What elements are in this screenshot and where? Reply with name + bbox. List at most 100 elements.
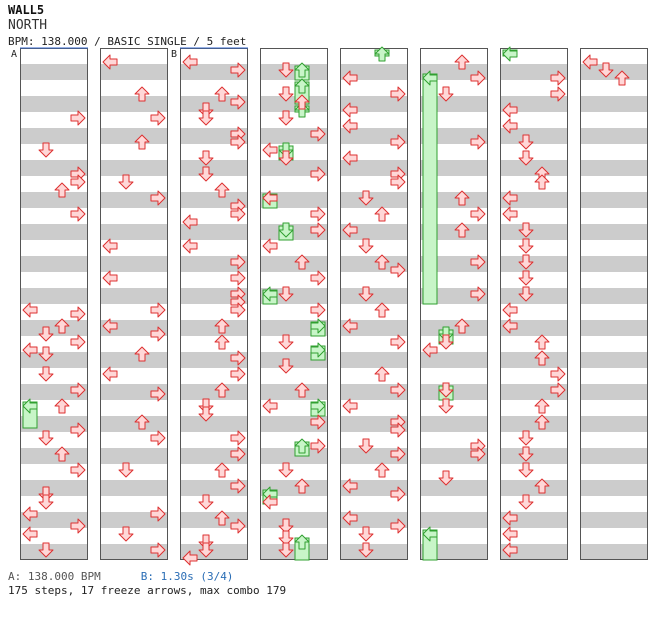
step-arrow-up	[534, 398, 550, 414]
step-arrow-right	[390, 134, 406, 150]
step-arrow-right	[550, 70, 566, 86]
step-arrow-up	[54, 398, 70, 414]
step-arrow-left	[342, 118, 358, 134]
step-arrow-up	[294, 382, 310, 398]
beat-stripe	[580, 320, 648, 336]
step-arrow-right	[550, 366, 566, 382]
step-arrow-left	[342, 70, 358, 86]
step-arrow-right	[230, 270, 246, 286]
beat-stripe	[260, 256, 328, 272]
step-arrow-down	[438, 86, 454, 102]
step-arrow-left	[262, 494, 278, 510]
marker-b-label: B	[171, 49, 177, 60]
step-arrow-down	[278, 334, 294, 350]
step-arrow-right	[150, 506, 166, 522]
step-arrow-up	[134, 414, 150, 430]
step-arrow-down	[278, 462, 294, 478]
chart-column	[580, 48, 648, 560]
step-arrow-up	[534, 174, 550, 190]
freeze-arrow-head	[294, 78, 310, 94]
step-arrow-down	[438, 334, 454, 350]
beat-stripe	[180, 416, 248, 432]
step-arrow-down	[278, 86, 294, 102]
step-arrow-up	[374, 462, 390, 478]
step-arrow-down	[518, 238, 534, 254]
step-arrow-right	[230, 302, 246, 318]
step-arrow-right	[310, 222, 326, 238]
step-arrow-down	[358, 286, 374, 302]
step-arrow-down	[518, 494, 534, 510]
step-arrow-left	[582, 54, 598, 70]
step-arrow-right	[310, 166, 326, 182]
step-arrow-right	[390, 486, 406, 502]
freeze-arrow-head	[374, 46, 390, 62]
step-arrow-right	[150, 430, 166, 446]
step-arrow-down	[278, 542, 294, 558]
beat-stripe	[260, 64, 328, 80]
beat-stripe	[20, 128, 88, 144]
step-arrow-up	[214, 462, 230, 478]
beat-stripe	[20, 544, 88, 560]
step-arrow-up	[534, 350, 550, 366]
step-arrow-left	[22, 302, 38, 318]
beat-stripe	[340, 288, 408, 304]
step-arrow-up	[454, 54, 470, 70]
step-arrow-down	[278, 286, 294, 302]
freeze-arrow-head	[294, 62, 310, 78]
step-arrow-left	[102, 318, 118, 334]
step-arrow-up	[534, 414, 550, 430]
beat-stripe	[580, 64, 648, 80]
step-arrow-up	[614, 70, 630, 86]
step-arrow-down	[198, 406, 214, 422]
beat-stripe	[20, 320, 88, 336]
beat-stripe	[20, 352, 88, 368]
step-arrow-right	[150, 386, 166, 402]
step-arrow-right	[70, 334, 86, 350]
step-arrow-down	[438, 398, 454, 414]
step-arrow-down	[598, 62, 614, 78]
beat-stripe	[20, 448, 88, 464]
step-arrow-up	[54, 318, 70, 334]
step-arrow-right	[310, 414, 326, 430]
step-arrow-right	[390, 334, 406, 350]
legend-stop: B: 1.30s (3/4)	[140, 570, 234, 583]
step-arrow-left	[182, 54, 198, 70]
beat-stripe	[580, 480, 648, 496]
step-arrow-down	[278, 518, 294, 534]
beat-stripe	[500, 288, 568, 304]
step-arrow-right	[230, 518, 246, 534]
beat-stripe	[580, 352, 648, 368]
step-arrow-up	[534, 334, 550, 350]
beat-stripe	[500, 128, 568, 144]
beat-stripe	[580, 544, 648, 560]
beat-stripe	[420, 320, 488, 336]
step-arrow-right	[310, 302, 326, 318]
beat-stripe	[340, 192, 408, 208]
step-arrow-left	[262, 398, 278, 414]
song-title: WALL5	[8, 3, 45, 17]
step-arrow-up	[214, 382, 230, 398]
step-arrow-left	[342, 510, 358, 526]
beat-stripe	[20, 224, 88, 240]
beat-stripe	[100, 448, 168, 464]
step-arrow-up	[214, 334, 230, 350]
freeze-arrow-head	[422, 526, 438, 542]
step-arrow-right	[390, 382, 406, 398]
step-arrow-right	[70, 206, 86, 222]
freeze-arrow-head	[310, 342, 326, 358]
freeze-arrow-head	[278, 222, 294, 238]
step-arrow-up	[374, 366, 390, 382]
step-arrow-up	[214, 86, 230, 102]
beat-stripe	[260, 384, 328, 400]
step-arrow-right	[470, 446, 486, 462]
beat-stripe	[500, 160, 568, 176]
beat-stripe	[100, 288, 168, 304]
step-arrow-right	[390, 262, 406, 278]
beat-stripe	[580, 128, 648, 144]
step-arrow-right	[70, 306, 86, 322]
beat-stripe	[580, 512, 648, 528]
step-arrow-down	[198, 542, 214, 558]
step-arrow-up	[454, 318, 470, 334]
step-arrow-down	[518, 270, 534, 286]
